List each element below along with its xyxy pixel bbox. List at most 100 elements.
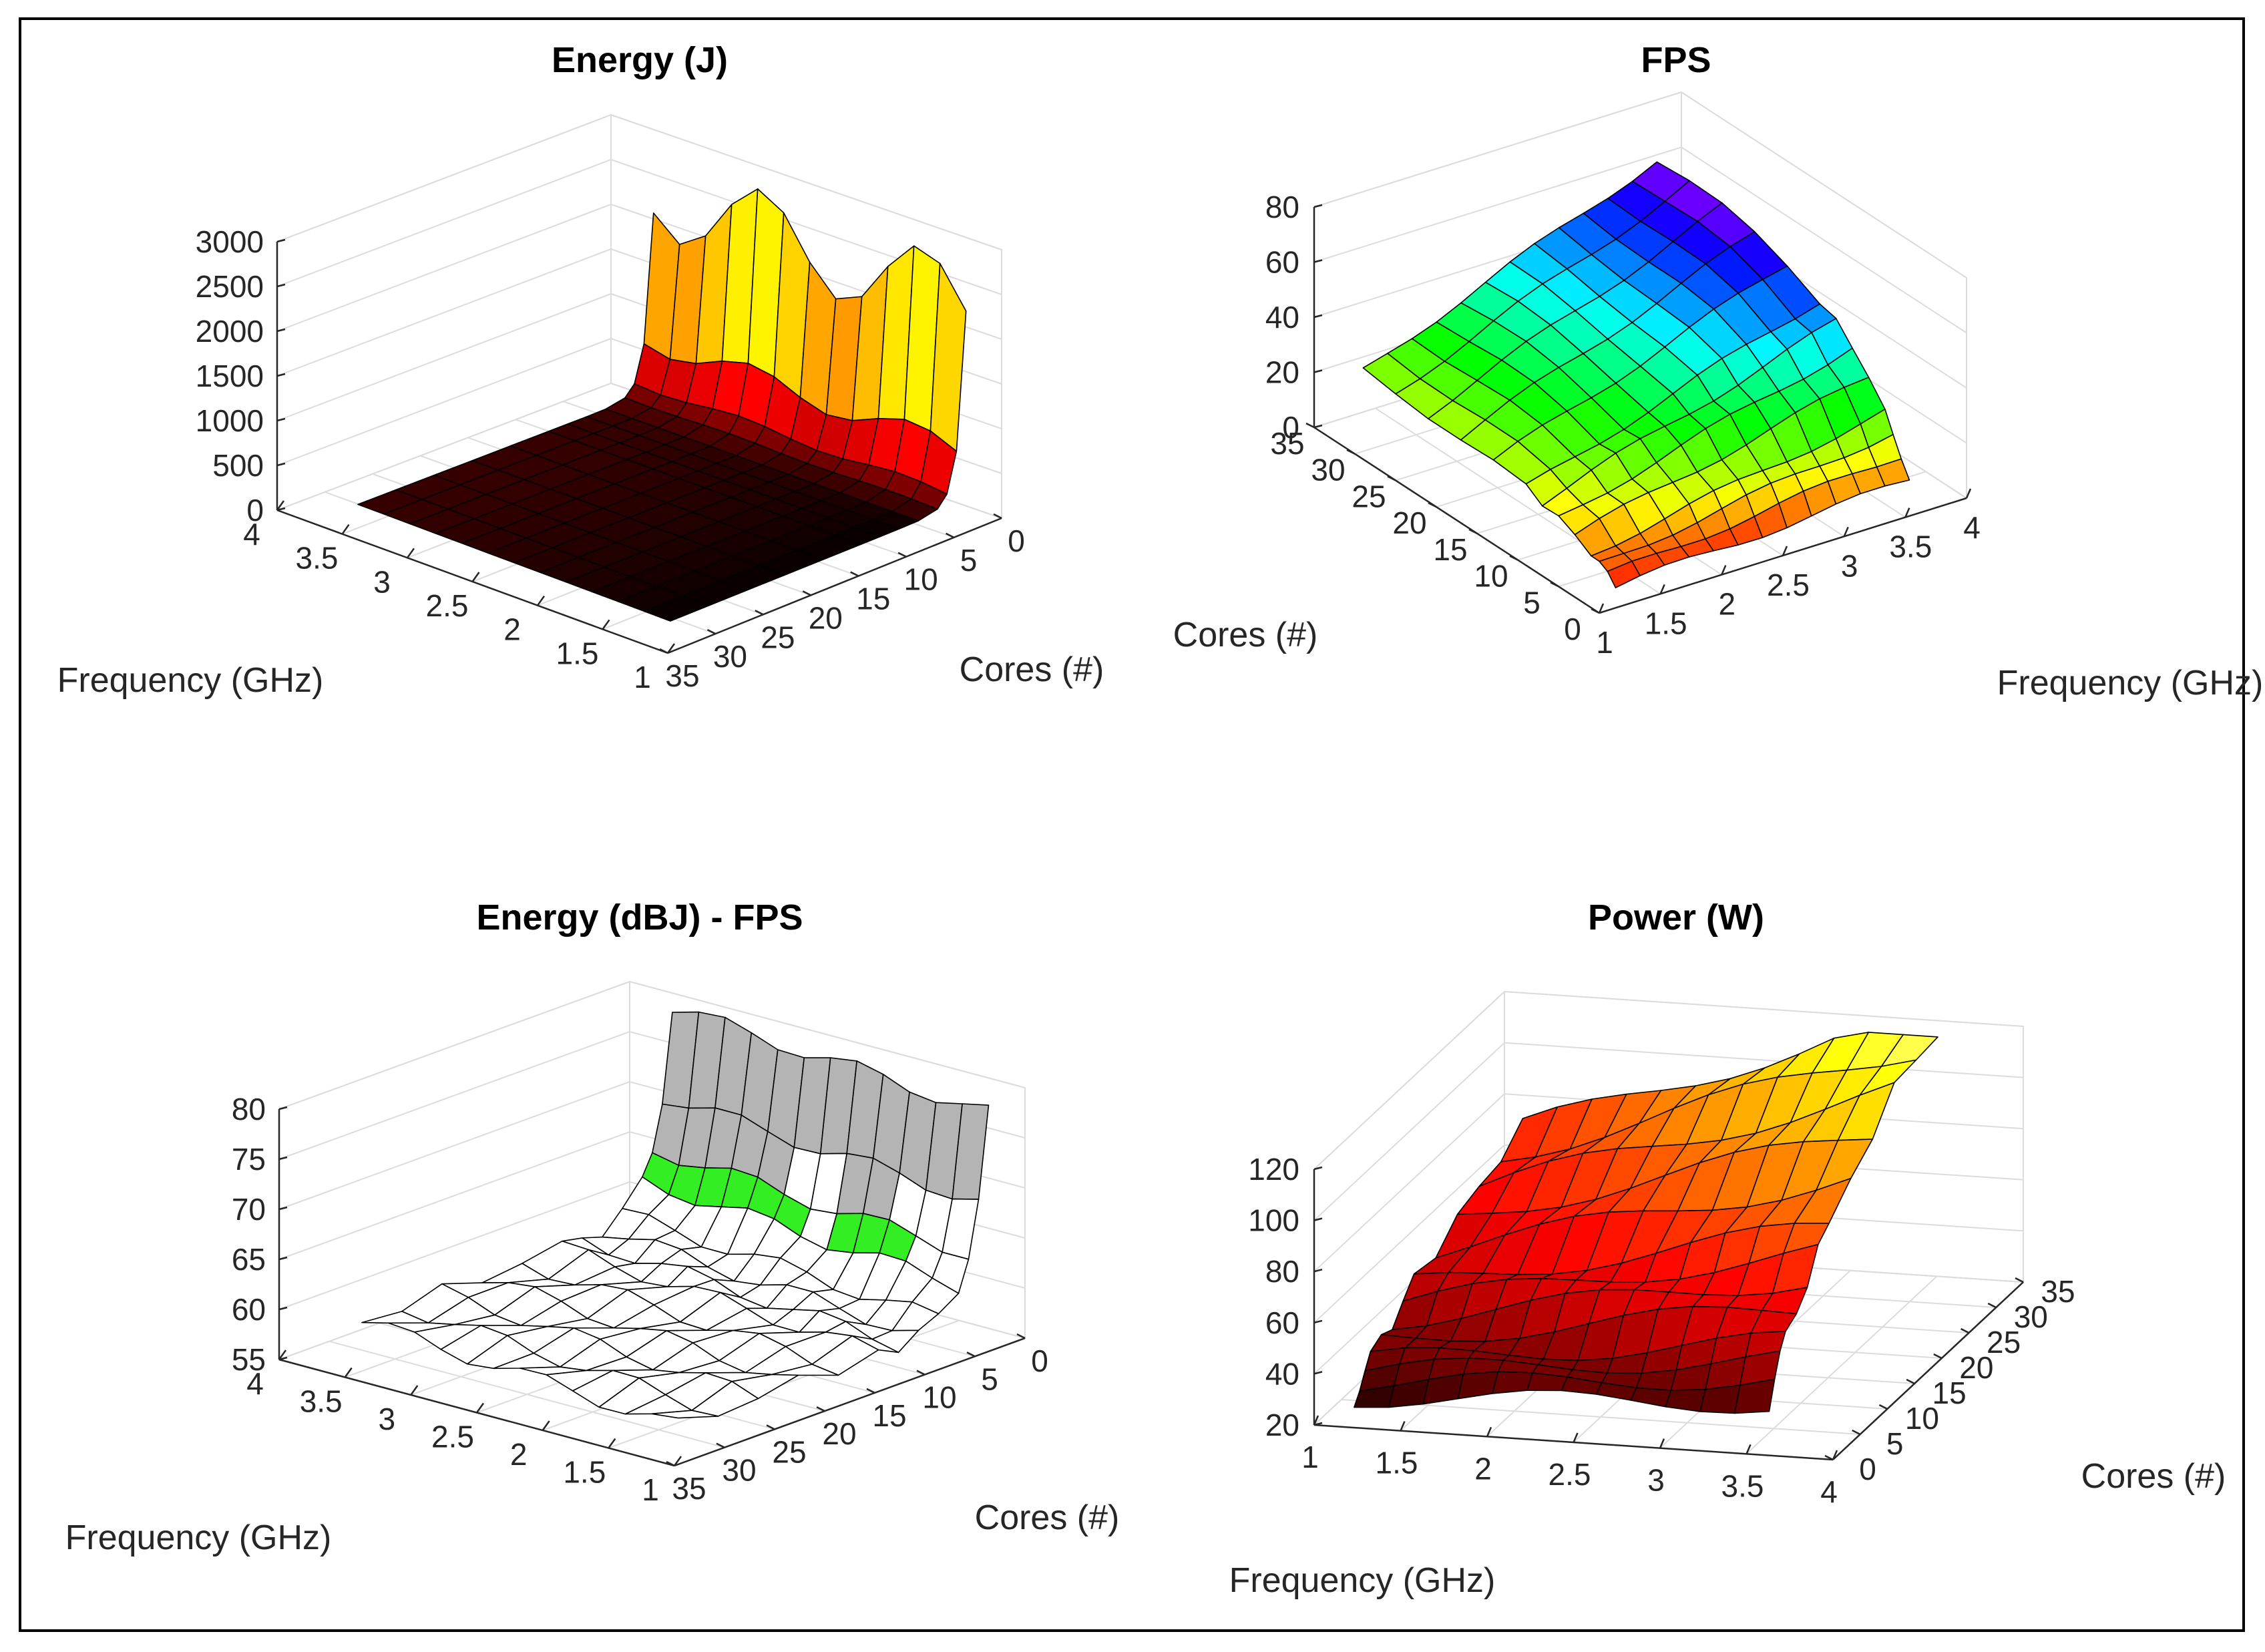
power-x-tick-label: 2: [1474, 1451, 1492, 1486]
energy-y-tick: [802, 590, 811, 596]
fps-z-tick: [1313, 259, 1323, 263]
power-z-tick-label: 100: [1248, 1203, 1299, 1238]
fps-z-tick-label: 80: [1265, 190, 1299, 224]
energy-x-tick-label: 3.5: [296, 541, 339, 576]
energy_fps-z-tick-label: 55: [232, 1342, 266, 1377]
energy-y-label: Cores (#): [960, 650, 1104, 689]
energy-z-tick: [276, 507, 286, 511]
fps-x-tick-label: 1.5: [1645, 606, 1687, 640]
energy_fps-y-tick-label: 35: [672, 1471, 706, 1506]
fps-y-tick-label: 20: [1392, 505, 1426, 540]
energy-y-tick-label: 15: [856, 582, 890, 616]
power-grid-x: [1745, 1275, 1938, 1455]
energy_fps-z-tick: [278, 1156, 288, 1161]
power-x-tick-label: 1.5: [1376, 1446, 1418, 1480]
power-surface-cell: [1492, 1371, 1533, 1394]
energy-y-tick: [850, 571, 859, 577]
energy_fps-x-tick-label: 3.5: [300, 1384, 343, 1419]
chart-fps: 02040608011.522.533.5405101520253035FPSF…: [1173, 40, 2264, 702]
energy_fps-z-tick: [278, 1356, 288, 1361]
energy_fps-grid-z: [278, 980, 1026, 1110]
power-y-tick-label: 25: [1987, 1325, 2021, 1360]
energy-y-tick-label: 20: [809, 600, 843, 635]
energy-z-tick-label: 2000: [196, 314, 264, 349]
fps-y-tick-label: 30: [1311, 453, 1345, 487]
energy-x-tick-label: 1: [634, 660, 651, 694]
fps-grid-z: [1313, 91, 1967, 278]
energy-x-tick-label: 2.5: [426, 588, 469, 623]
fps-x-tick: [1965, 488, 1972, 499]
fps-x-tick-label: 1: [1596, 625, 1613, 660]
fps-surface-cell: [1607, 560, 1641, 589]
energy_fps-y-tick: [866, 1388, 875, 1394]
fps-y-tick-label: 15: [1433, 532, 1467, 567]
power-y-tick: [1987, 1302, 1997, 1309]
fps-z-tick-label: 60: [1265, 245, 1299, 280]
energy-y-tick: [897, 552, 907, 558]
fps-y-tick: [1346, 449, 1356, 455]
fps-z-tick: [1313, 369, 1323, 373]
power-y-tick-label: 15: [1932, 1376, 1967, 1410]
fps-y-tick-label: 35: [1270, 426, 1304, 461]
energy-y-axis: [667, 517, 1002, 654]
energy_fps-y-tick: [1016, 1333, 1026, 1339]
energy-x-tick: [666, 643, 676, 654]
fps-x-tick-label: 3: [1841, 548, 1858, 583]
energy_fps-surface-cell: [651, 1410, 719, 1419]
energy-grid-x: [276, 383, 612, 511]
energy-y-tick-label: 30: [713, 639, 747, 674]
energy-z-tick: [276, 373, 286, 377]
fps-x-tick: [1843, 526, 1849, 537]
fps-z-tick-label: 20: [1265, 355, 1299, 390]
chart-energy_fps: 55 60 65 70 75 80 1 1.5 2 2.5 3 3.5 4 05 10 15 20 25 30 35 E…: [65, 897, 1120, 1557]
energy-y-tick: [755, 610, 764, 616]
fps-z-tick: [1313, 424, 1323, 429]
power-x-tick: [1486, 1426, 1492, 1437]
energy-x-tick: [341, 524, 350, 535]
energy_fps-z-tick: [278, 1306, 288, 1311]
energy-title: Energy (J): [552, 40, 728, 80]
power-x-tick-label: 3: [1647, 1463, 1665, 1498]
energy_fps-y-tick: [816, 1406, 825, 1412]
energy-z-tick-label: 500: [212, 448, 264, 483]
energy-y-tick: [659, 648, 668, 654]
energy-y-tick-label: 35: [665, 658, 699, 693]
fps-y-tick: [1305, 422, 1315, 429]
energy-x-tick: [406, 548, 415, 559]
fps-y-tick: [1509, 555, 1518, 561]
energy-y-tick: [706, 629, 716, 635]
energy-x-tick: [471, 572, 480, 582]
energy-x-tick: [602, 619, 610, 630]
energy-z-tick-label: 3000: [196, 224, 264, 259]
power-x-tick: [1313, 1415, 1319, 1426]
power-x-tick-label: 1: [1301, 1440, 1319, 1474]
power-z-tick-label: 20: [1265, 1408, 1299, 1442]
energy_fps-x-tick-label: 3: [379, 1402, 396, 1436]
energy-z-tick-label: 2500: [196, 269, 264, 304]
energy_fps-z-tick-label: 80: [232, 1092, 266, 1126]
fps-y-axis: [1313, 426, 1600, 614]
fps-x-tick-label: 2.5: [1767, 568, 1810, 602]
energy-x-tick: [536, 595, 546, 606]
energy-y-tick-label: 25: [761, 620, 795, 654]
energy-x-tick-label: 2: [503, 612, 521, 647]
fps-x-tick: [1782, 546, 1788, 556]
energy-z-tick: [276, 283, 286, 288]
energy-y-tick-label: 5: [960, 543, 978, 578]
energy-z-tick-label: 1500: [196, 359, 264, 393]
power-y-tick: [1906, 1378, 1915, 1385]
power-z-tick-label: 40: [1265, 1356, 1299, 1391]
power-z-tick: [1313, 1371, 1323, 1375]
power-x-tick: [1659, 1438, 1665, 1449]
energy-x-label: Frequency (GHz): [57, 661, 324, 700]
power-x-label: Frequency (GHz): [1229, 1561, 1496, 1600]
energy_fps-title: Energy (dBJ) - FPS: [476, 897, 803, 938]
power-z-tick-label: 80: [1265, 1254, 1299, 1289]
energy_fps-grid-y: [329, 1340, 725, 1448]
energy_fps-x-tick-label: 1.5: [563, 1455, 606, 1490]
energy-z-tick: [276, 238, 286, 243]
power-y-axis: [1832, 1281, 2024, 1460]
fps-x-label: Frequency (GHz): [1997, 664, 2264, 702]
energy_fps-z-tick: [278, 1256, 288, 1261]
